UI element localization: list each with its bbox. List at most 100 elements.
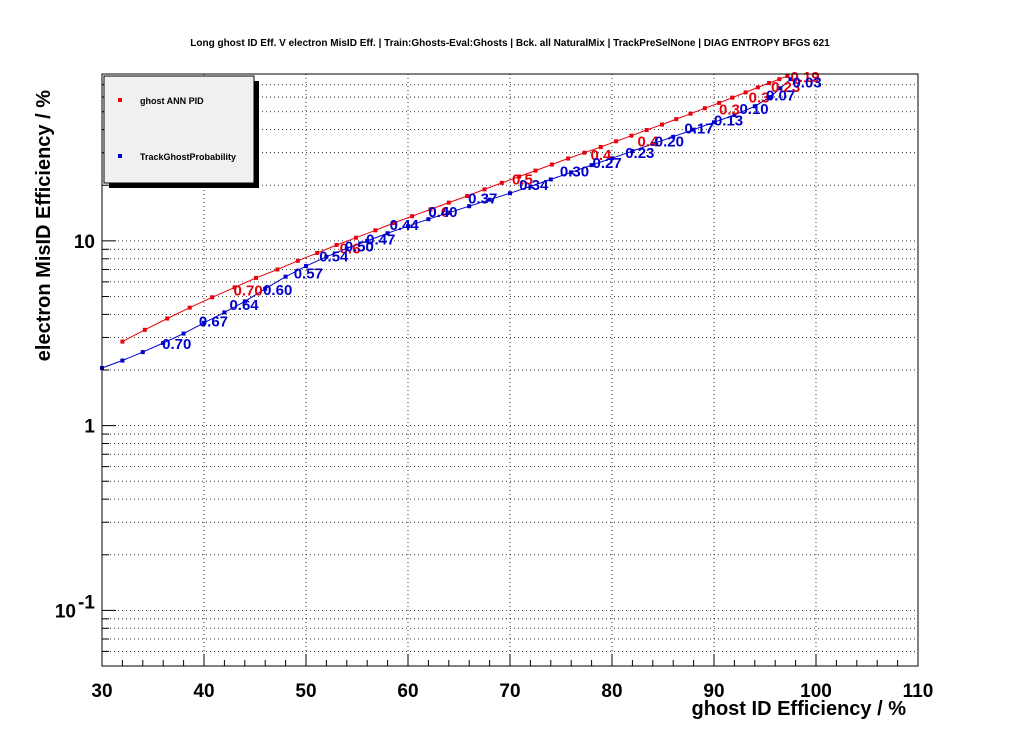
data-point: [142, 327, 147, 332]
data-point: [659, 122, 664, 127]
data-point: [275, 267, 280, 272]
data-point: [295, 258, 300, 263]
data-point: [222, 310, 227, 315]
data-point: [508, 191, 512, 196]
data-point: [644, 128, 649, 133]
data-point: [263, 286, 268, 291]
data-point: [482, 187, 487, 192]
cut-value-label: 0.03: [792, 74, 821, 91]
data-point: [283, 274, 288, 279]
data-point: [304, 264, 308, 269]
cut-value-label: 0.44: [390, 217, 420, 234]
data-point: [768, 95, 773, 100]
cut-value-label: 0.3: [749, 89, 770, 106]
data-point: [446, 210, 451, 215]
data-point: [614, 139, 619, 144]
data-point: [785, 74, 790, 79]
x-axis-title: ghost ID Efficiency / %: [692, 698, 907, 720]
cut-value-label: 0.47: [366, 231, 395, 248]
data-point: [569, 170, 574, 175]
y-tick-label: 10: [55, 601, 76, 622]
x-tick-label: 30: [91, 681, 112, 702]
data-point: [324, 254, 329, 259]
legend-box: [103, 75, 255, 184]
data-point: [334, 242, 339, 247]
data-point: [315, 250, 320, 255]
cut-value-label: 0.4: [637, 133, 659, 150]
data-point: [674, 117, 679, 122]
cut-value-label: 0.6: [340, 241, 361, 258]
cut-value-label: 0.30: [560, 164, 589, 181]
data-point: [499, 180, 504, 185]
y-tick-label: 1: [84, 417, 95, 438]
data-point: [566, 156, 571, 161]
data-point: [755, 85, 760, 90]
data-point: [120, 358, 125, 363]
y-axis-title: electron MisID Efficiency / %: [33, 90, 55, 361]
data-point: [365, 238, 370, 243]
x-tick-label: 100: [800, 681, 832, 702]
x-tick-label: 90: [703, 681, 724, 702]
cut-value-label: 0.07: [766, 87, 795, 104]
x-tick-label: 40: [193, 681, 214, 702]
data-point: [161, 341, 166, 346]
data-point: [712, 120, 716, 125]
grid: [101, 73, 919, 667]
cut-value-label: 0.20: [655, 133, 684, 150]
legend-label-ghost-ann-pid: ghost ANN PID: [140, 96, 204, 106]
series-line-1: [101, 78, 791, 369]
data-point: [702, 106, 707, 111]
data-point: [517, 174, 522, 179]
legend-label-track-ghost-probability: TrackGhostProbability: [140, 152, 236, 162]
data-point: [582, 150, 587, 155]
cut-value-label: 0.3: [719, 102, 740, 119]
data-point: [691, 127, 696, 132]
data-point: [528, 184, 533, 189]
data-point: [688, 111, 693, 116]
data-point: [630, 149, 635, 154]
cut-value-label: 0.60: [263, 282, 292, 299]
legend: ghost ANN PID TrackGhostProbability: [103, 75, 259, 188]
cut-value-label: 0.13: [714, 112, 743, 129]
cut-value-label: 0.23: [625, 145, 654, 162]
data-point: [426, 217, 431, 222]
cut-value-label: 0.4: [591, 147, 613, 164]
x-tick-label: 60: [397, 681, 418, 702]
data-point: [446, 200, 451, 205]
data-point: [752, 104, 757, 109]
data-point: [743, 90, 748, 95]
cut-value-label: 0.54: [319, 248, 349, 265]
data-point: [391, 220, 396, 225]
data-point: [629, 133, 634, 138]
data-point: [717, 100, 722, 105]
data-point: [487, 197, 492, 202]
data-point: [165, 316, 170, 321]
data-point: [254, 275, 259, 280]
x-tick-label: 50: [295, 681, 316, 702]
x-tick-label: 110: [903, 681, 934, 702]
data-point: [767, 81, 772, 86]
data-point: [548, 177, 553, 182]
y-tick-exponent: -1: [78, 592, 95, 613]
data-point: [465, 193, 470, 198]
cut-value-label: 0.23: [771, 79, 800, 96]
data-point: [732, 112, 737, 117]
cut-value-label: 0.34: [519, 177, 549, 194]
data-point: [650, 141, 655, 146]
data-point: [187, 305, 192, 310]
cut-value-label: 0.17: [684, 121, 713, 138]
cut-value-label: 0.19: [790, 69, 819, 86]
data-point: [671, 134, 676, 139]
data-point: [589, 163, 594, 168]
data-point: [344, 246, 349, 251]
y-tick-label: 10: [74, 232, 95, 253]
series-layer: [100, 74, 793, 371]
data-point: [373, 228, 378, 233]
data-point: [777, 77, 782, 82]
data-point: [210, 295, 215, 300]
cut-value-labels: 0.190.230.30.30.40.40.50.60.60.700.030.0…: [162, 69, 822, 353]
cut-value-label: 0.40: [428, 204, 457, 221]
cut-value-label: 0.6: [428, 204, 449, 221]
data-point: [385, 231, 390, 236]
